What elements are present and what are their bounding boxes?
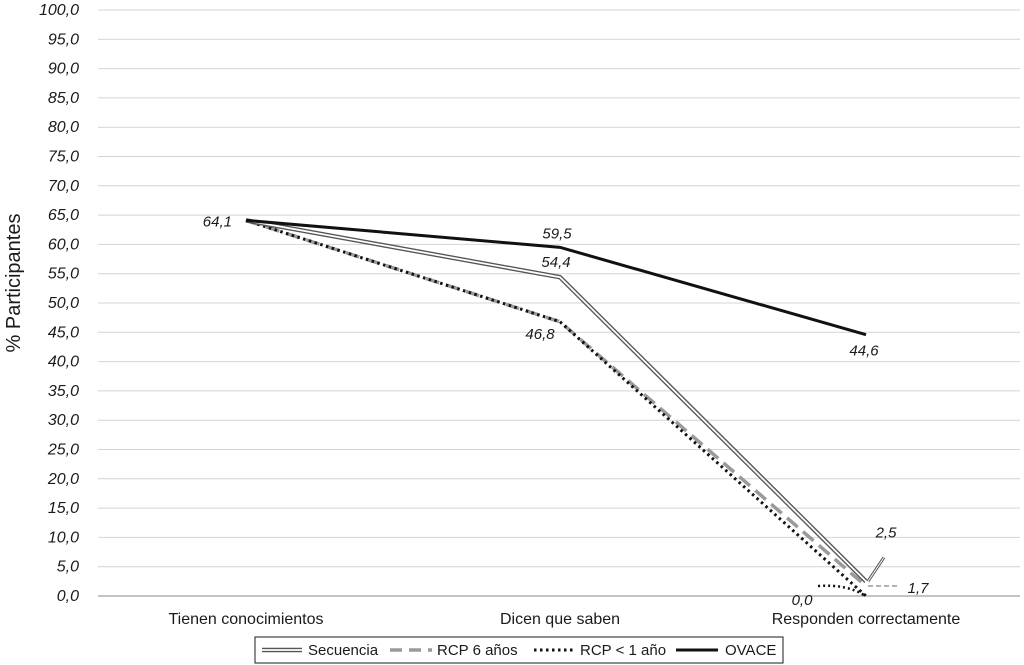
y-tick-label: 10,0: [48, 529, 79, 546]
y-tick-label: 15,0: [48, 500, 79, 517]
series-lines: [245, 218, 868, 598]
series-line-rcp-menor-1-ano: [245, 218, 868, 598]
y-tick-label: 85,0: [48, 90, 79, 107]
y-tick-label: 55,0: [48, 266, 79, 283]
legend-label: RCP 6 años: [437, 642, 518, 659]
legend-label: RCP < 1 año: [580, 642, 666, 659]
leader-line: [817, 584, 865, 597]
data-point: [865, 585, 868, 588]
series-line-secuencia-outer: [245, 218, 868, 583]
legend-label: OVACE: [725, 642, 776, 659]
y-tick-label: 90,0: [48, 61, 79, 78]
y-tick-label: 45,0: [48, 324, 79, 341]
data-point: [559, 276, 562, 279]
data-label: 44,6: [849, 343, 879, 360]
x-axis-categories: Tienen conocimientos Dicen que saben Respo…: [168, 611, 960, 628]
y-tick-label: 60,0: [48, 236, 79, 253]
series-line-secuencia-inner: [245, 219, 867, 582]
data-label: 2,5: [875, 524, 898, 541]
y-tick-label: 75,0: [48, 149, 79, 166]
y-tick-label: 30,0: [48, 412, 79, 429]
data-point: [245, 219, 248, 222]
y-tick-label: 40,0: [48, 354, 79, 371]
data-label: 46,8: [525, 326, 555, 343]
data-point: [865, 333, 868, 336]
data-label: 1,7: [908, 580, 930, 597]
data-label: 59,5: [542, 225, 572, 242]
y-tick-label: 70,0: [48, 178, 79, 195]
y-tick-label: 100,0: [39, 2, 79, 19]
data-label: 64,1: [203, 213, 232, 230]
leader-line: [867, 557, 885, 582]
data-point: [559, 320, 562, 323]
legend: Secuencia RCP 6 años RCP < 1 año OVACE: [254, 636, 784, 664]
data-label: 54,4: [541, 254, 570, 271]
y-tick-label: 25,0: [47, 442, 79, 459]
y-tick-label: 95,0: [48, 31, 79, 48]
y-tick-label: 0,0: [57, 588, 79, 605]
y-tick-label: 50,0: [48, 295, 79, 312]
y-tick-label: 35,0: [48, 383, 79, 400]
y-tick-label: 80,0: [48, 119, 79, 136]
data-labels: 64,1 59,5 54,4 46,8 44,6 2,5 1,7 0,0: [203, 213, 929, 609]
y-tick-label: 5,0: [57, 559, 79, 576]
data-point: [865, 595, 868, 598]
gridlines: [98, 9, 1020, 568]
y-tick-label: 65,0: [48, 207, 79, 224]
x-category-label: Tienen conocimientos: [168, 611, 323, 628]
y-axis-ticks: 0,0 5,0 10,0 15,0 20,0 25,0 30,0 35,0 40,0 45,0 50…: [39, 2, 79, 605]
data-point: [559, 246, 562, 249]
series-line-ovace: [245, 218, 867, 337]
legend-label: Secuencia: [308, 642, 379, 659]
y-axis-label: % Participantes: [3, 214, 25, 353]
x-category-label: Dicen que saben: [500, 611, 620, 628]
y-tick-label: 20,0: [47, 471, 79, 488]
data-label: 0,0: [792, 592, 814, 609]
x-category-label: Responden correctamente: [772, 611, 961, 628]
